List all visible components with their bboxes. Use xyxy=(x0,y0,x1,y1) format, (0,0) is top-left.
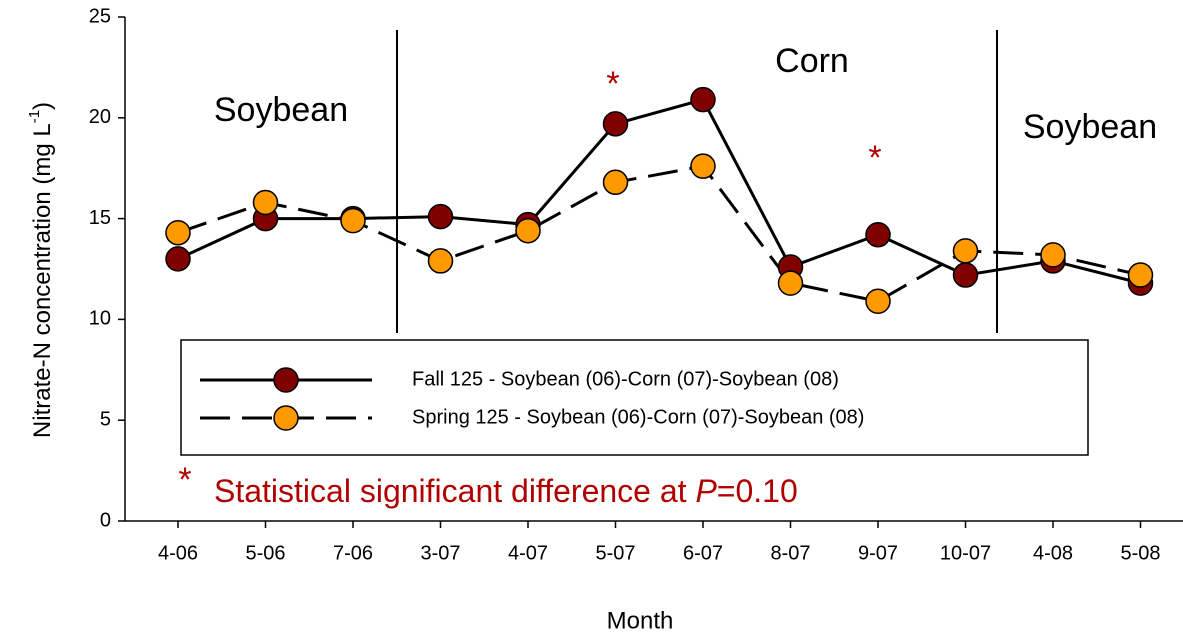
x-axis-label: Month xyxy=(607,607,674,634)
note-p: P xyxy=(695,473,717,509)
legend-marker xyxy=(273,405,299,431)
x-tick-label: 5-07 xyxy=(595,542,635,564)
legend-label: Fall 125 - Soybean (06)-Corn (07)-Soybea… xyxy=(412,368,839,390)
x-tick-label: 4-06 xyxy=(158,542,198,564)
data-point xyxy=(427,248,454,274)
x-tick-label: 6-07 xyxy=(683,542,723,564)
data-point xyxy=(952,238,979,264)
data-point xyxy=(865,288,891,315)
y-label-text: ) xyxy=(29,102,56,110)
y-axis-label: Nitrate-N concentration (mg L-1) xyxy=(26,102,56,438)
phase-label: Soybean xyxy=(214,91,348,129)
data-point xyxy=(777,270,804,296)
significance-star: * xyxy=(606,65,619,103)
y-tick-label: 5 xyxy=(100,408,111,430)
x-tick-label: 9-07 xyxy=(858,542,898,564)
data-point xyxy=(515,217,541,244)
x-tick-label: 7-06 xyxy=(333,542,373,564)
legend-marker xyxy=(273,367,299,393)
data-point xyxy=(252,189,279,216)
y-tick-label: 10 xyxy=(89,308,111,330)
data-point xyxy=(1127,262,1154,288)
y-tick-label: 0 xyxy=(100,509,111,531)
y-tick-label: 20 xyxy=(89,106,111,128)
note-star: * xyxy=(178,461,191,499)
x-tick-label: 3-07 xyxy=(420,542,460,564)
x-tick-label: 8-07 xyxy=(770,542,810,564)
series-line xyxy=(177,164,1141,303)
significance-star: * xyxy=(868,139,881,177)
x-tick-label: 5-08 xyxy=(1120,542,1160,564)
note-text: =0.10 xyxy=(717,473,798,509)
x-tick-label: 4-08 xyxy=(1033,542,1073,564)
note-text: Statistical significant difference at xyxy=(214,473,695,509)
data-point xyxy=(1040,242,1066,268)
data-point xyxy=(690,153,716,179)
x-tick-label: 5-06 xyxy=(245,542,285,564)
data-point xyxy=(165,219,191,246)
data-point xyxy=(602,111,629,137)
phase-label: Soybean xyxy=(1023,108,1157,146)
y-label-text: Nitrate-N concentration (mg L xyxy=(29,123,56,438)
data-point xyxy=(427,203,454,230)
data-point xyxy=(865,221,891,248)
data-point xyxy=(165,246,191,272)
y-tick-label: 15 xyxy=(89,207,111,229)
phase-label: Corn xyxy=(775,42,849,80)
y-tick-label: 25 xyxy=(89,5,111,27)
series-line xyxy=(177,97,1141,285)
legend-label: Spring 125 - Soybean (06)-Corn (07)-Soyb… xyxy=(412,406,864,428)
note: Statistical significant difference at P=… xyxy=(214,473,798,509)
x-tick-label: 4-07 xyxy=(508,542,548,564)
data-point xyxy=(340,207,366,234)
data-point xyxy=(602,169,629,196)
data-point xyxy=(952,262,979,288)
data-point xyxy=(690,86,716,113)
legend-box xyxy=(180,339,1089,456)
y-label-sup: -1 xyxy=(26,110,43,123)
x-tick-label: 10-07 xyxy=(940,542,991,564)
